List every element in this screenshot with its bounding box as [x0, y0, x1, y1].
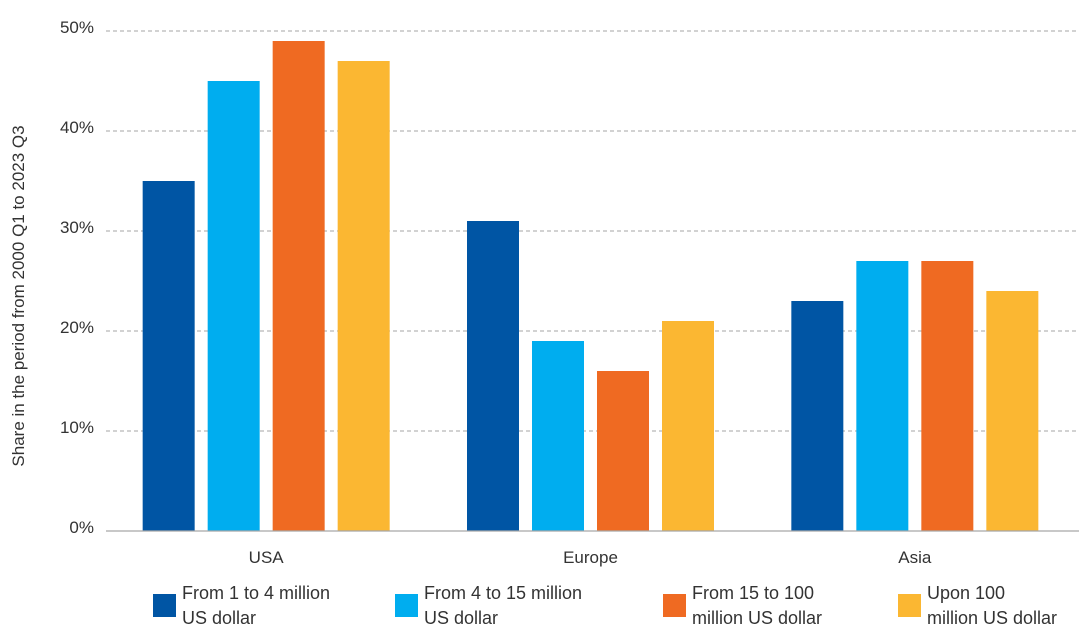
x-tick-label: Asia: [898, 548, 932, 567]
bar: [597, 371, 649, 531]
bar: [337, 61, 390, 531]
y-tick-label: 30%: [60, 218, 94, 237]
y-tick-label: 10%: [60, 418, 94, 437]
legend-label: From 1 to 4 million US dollar: [182, 583, 330, 628]
bar: [142, 181, 195, 531]
legend-swatch: [663, 594, 686, 617]
legend: From 1 to 4 million US dollar From 4 to 15…: [153, 583, 1057, 628]
bar: [467, 221, 519, 531]
bar: [662, 321, 714, 531]
bar: [532, 341, 584, 531]
y-axis-tick-labels: 0% 10% 20% 30% 40% 50%: [60, 18, 94, 537]
x-axis-category-labels: USA Europe Asia: [249, 548, 932, 567]
legend-swatch: [153, 594, 176, 617]
y-tick-label: 50%: [60, 18, 94, 37]
bar: [986, 291, 1039, 531]
bar: [207, 81, 260, 531]
x-tick-label: USA: [249, 548, 285, 567]
legend-label: From 4 to 15 million US dollar: [424, 583, 582, 628]
y-axis-title: Share in the period from 2000 Q1 to 2023…: [9, 125, 28, 466]
y-tick-label: 0%: [69, 518, 94, 537]
legend-swatch: [395, 594, 418, 617]
y-tick-label: 40%: [60, 118, 94, 137]
bar: [272, 41, 325, 531]
y-tick-label: 20%: [60, 318, 94, 337]
bar: [791, 301, 844, 531]
legend-label: Upon 100 million US dollar: [927, 583, 1057, 628]
grid-lines: [106, 30, 1079, 432]
bars: [142, 41, 1039, 531]
x-tick-label: Europe: [563, 548, 618, 567]
bar: [921, 261, 974, 531]
legend-swatch: [898, 594, 921, 617]
bar: [856, 261, 909, 531]
legend-label: From 15 to 100 million US dollar: [692, 583, 822, 628]
